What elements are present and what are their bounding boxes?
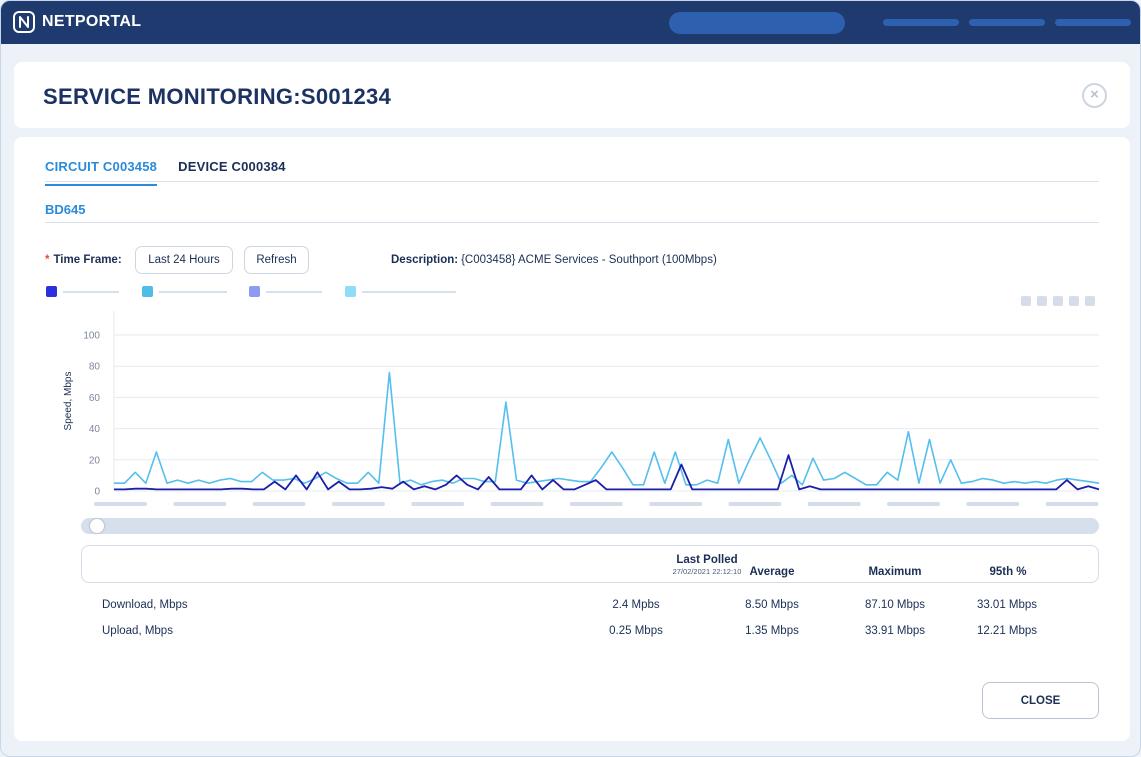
top-nav-item-3[interactable] [1055,19,1131,26]
description: Description: {C003458} ACME Services - So… [391,254,717,266]
col-maximum: Maximum [868,566,922,578]
stats-row-upload: Upload, Mbps 0.25 Mbps 1.35 Mbps 33.91 M… [81,625,1099,641]
y-tick-label: 20 [89,455,101,466]
top-nav-item-1[interactable] [883,19,959,26]
legend-item-4[interactable] [345,286,456,297]
tab-bar: CIRCUIT C003458 DEVICE C000384 [45,159,307,186]
refresh-button[interactable]: Refresh [244,246,309,274]
last-polled-time: 27/02/2021 22:12:10 [672,567,742,576]
legend-swatch [249,286,260,297]
legend-item-3[interactable] [249,286,322,297]
subtab-bd645[interactable]: BD645 [45,202,86,217]
app-name: NETPORTAL [42,13,142,30]
required-mark: * [45,254,50,266]
col-95th: 95th % [989,566,1027,578]
top-search-bar[interactable] [669,12,845,34]
chart-toolbar [1021,296,1101,306]
x-tick-placeholder [966,502,1020,506]
legend-placeholder [159,290,227,293]
top-bar: NETPORTAL [1,1,1140,44]
timeframe-label-text: Time Frame: [53,254,122,266]
row-label: Upload, Mbps [102,625,173,637]
chart-tool-icon[interactable] [1085,296,1095,306]
average-value: 1.35 Mbps [745,625,799,637]
tab-device[interactable]: DEVICE C000384 [178,159,286,174]
chart-tool-icon[interactable] [1037,296,1047,306]
x-tick-placeholder [411,502,465,506]
app-logo[interactable]: NETPORTAL [13,11,141,33]
y-tick-label: 40 [89,424,101,435]
page-title: SERVICE MONITORING:S001234 [43,84,392,109]
chart-tool-icon[interactable] [1053,296,1063,306]
divider [45,181,1099,182]
subtab-bar: BD645 [45,202,85,217]
y-axis-ticks: 0 20 40 60 80 100 [83,331,100,498]
netportal-logo-icon [13,11,35,33]
series-line-1 [114,371,1100,486]
y-tick-label: 80 [89,362,101,373]
x-tick-placeholder [1045,502,1099,506]
legend-item-2[interactable] [142,286,227,297]
p95-value: 33.01 Mbps [976,599,1038,611]
top-nav-item-2[interactable] [969,19,1045,26]
legend-placeholder [362,290,456,293]
x-tick-placeholder [490,502,544,506]
series-line-2 [114,454,1100,491]
legend-item-1[interactable] [46,286,119,297]
stats-header: Last Polled 27/02/2021 22:12:10 Average … [81,545,1099,583]
monitoring-panel: CIRCUIT C003458 DEVICE C000384 BD645 * Ti… [14,137,1130,741]
description-value: {C003458} ACME Services - Southport (100… [461,254,717,266]
timeframe-button[interactable]: Last 24 Hours [135,246,233,274]
y-axis-label: Speed, Mbps [63,372,74,431]
page-header: SERVICE MONITORING:S001234 × [14,62,1130,128]
scrollbar-handle[interactable] [90,519,104,533]
maximum-value: 33.91 Mbps [864,625,926,637]
chart-tool-icon[interactable] [1021,296,1031,306]
stats-row-download: Download, Mbps 2.4 Mpbs 8.50 Mbps 87.10 … [81,599,1099,615]
speed-chart: 0 20 40 60 80 100 Speed, Mbps [63,311,1100,506]
col-last-polled: Last Polled 27/02/2021 22:12:10 [622,554,792,576]
last-polled-value: 0.25 Mbps [609,625,663,637]
last-polled-value: 2.4 Mpbs [612,599,660,611]
timeframe-label: * Time Frame: [45,254,122,266]
average-value: 8.50 Mbps [745,599,799,611]
col-last-polled-label: Last Polled [676,554,738,566]
x-tick-placeholder [649,502,703,506]
chart-tool-icon[interactable] [1069,296,1079,306]
col-average: Average [749,566,795,578]
y-tick-label: 60 [89,393,101,404]
divider [45,222,1099,223]
x-tick-placeholder [331,502,385,506]
x-tick-placeholder [173,502,227,506]
legend-swatch [46,286,57,297]
x-tick-placeholder [807,502,861,506]
chart-series [114,371,1100,491]
row-label: Download, Mbps [102,599,188,611]
x-axis-ticks [94,502,1099,506]
legend-swatch [142,286,153,297]
tab-circuit[interactable]: CIRCUIT C003458 [45,159,158,186]
chart-scrollbar[interactable] [81,518,1099,534]
legend-swatch [345,286,356,297]
description-label: Description: [391,254,459,266]
close-button[interactable]: CLOSE [982,682,1099,719]
legend-placeholder [266,290,322,293]
y-tick-label: 100 [83,331,100,342]
x-tick-placeholder [728,502,782,506]
p95-value: 12.21 Mbps [976,625,1038,637]
x-tick-placeholder [94,502,147,506]
close-icon[interactable]: × [1082,83,1107,108]
x-tick-placeholder [887,502,940,506]
legend-placeholder [63,290,119,293]
x-tick-placeholder [569,502,623,506]
y-tick-label: 0 [94,487,100,498]
x-tick-placeholder [252,502,306,506]
maximum-value: 87.10 Mbps [864,599,926,611]
chart-grid [113,311,1099,492]
